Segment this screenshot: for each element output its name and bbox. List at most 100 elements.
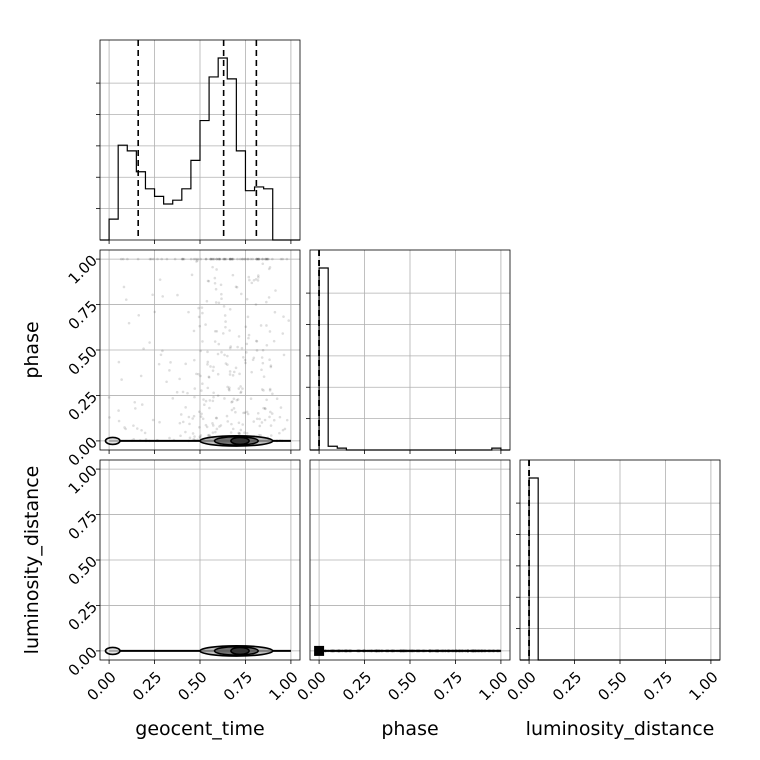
- scatter-point: [193, 358, 196, 362]
- scatter-point: [117, 409, 120, 412]
- scatter-point: [247, 333, 251, 337]
- scatter-point: [179, 413, 183, 416]
- scatter-point: [224, 257, 228, 261]
- x-tick-label: 0.00: [503, 668, 539, 704]
- scatter-point: [117, 360, 121, 364]
- panel-border: [309, 459, 511, 661]
- panel-border: [519, 459, 721, 661]
- scatter-point: [143, 431, 147, 435]
- scatter-point: [231, 257, 234, 261]
- scatter-point: [211, 424, 215, 427]
- scatter-point: [207, 279, 211, 283]
- scatter-point: [252, 356, 256, 360]
- y-tick-label: 0.25: [65, 598, 101, 634]
- scatter-point: [228, 346, 232, 350]
- scatter-point: [264, 407, 267, 411]
- scatter-point: [254, 303, 258, 306]
- scatter-point: [243, 257, 246, 261]
- scatter-point: [271, 392, 274, 396]
- scatter-point: [256, 279, 260, 282]
- x-tick-label: 0.00: [293, 668, 329, 704]
- scatter-point: [287, 319, 291, 322]
- scatter-point: [212, 395, 215, 399]
- scatter-point: [249, 257, 253, 261]
- scatter-point: [218, 257, 222, 261]
- scatter-point: [199, 257, 202, 261]
- scatter-point: [225, 414, 229, 418]
- scatter-point: [252, 278, 256, 282]
- scatter-point: [227, 387, 231, 391]
- scatter-point: [182, 257, 186, 261]
- scatter-point: [201, 311, 204, 315]
- scatter-point: [133, 400, 137, 404]
- scatter-point: [265, 257, 268, 261]
- scatter-point: [230, 257, 234, 261]
- scatter-point: [230, 257, 234, 261]
- scatter-point: [262, 406, 265, 410]
- scatter-point: [214, 301, 218, 304]
- scatter-point: [198, 436, 202, 440]
- scatter-point: [251, 358, 255, 362]
- scatter-point: [201, 382, 204, 385]
- scatter-point: [228, 373, 232, 376]
- scatter-point: [265, 257, 269, 261]
- scatter-point: [214, 287, 218, 291]
- scatter-point: [214, 416, 218, 420]
- scatter-point: [215, 330, 219, 333]
- scatter-point: [223, 314, 227, 317]
- y-axis-label-phase: phase: [21, 321, 43, 378]
- y-tick-label: 0.50: [65, 342, 101, 378]
- scatter-point: [209, 365, 212, 368]
- scatter-point: [246, 412, 250, 416]
- scatter-point: [278, 415, 282, 419]
- scatter-panel-geocent_time-luminosity_distance: 0.000.250.500.751.000.00 0.25 0.50 0.75 1.00: [65, 459, 302, 704]
- scatter-point: [195, 260, 198, 263]
- scatter-point: [279, 257, 283, 261]
- scatter-point: [278, 431, 281, 435]
- scatter-point: [218, 425, 221, 428]
- scatter-point: [269, 364, 273, 368]
- scatter-point: [236, 257, 239, 261]
- y-tick-label: 0.25: [65, 388, 101, 424]
- scatter-point: [220, 297, 223, 301]
- histogram-panel-geocent_time: [96, 39, 301, 244]
- scatter-point: [193, 387, 197, 390]
- scatter-point: [248, 278, 251, 282]
- scatter-point: [222, 257, 226, 261]
- scatter-point: [201, 417, 205, 421]
- scatter-point: [268, 266, 272, 269]
- scatter-point: [272, 418, 276, 422]
- panel-border: [309, 249, 511, 451]
- scatter-point: [198, 426, 201, 429]
- scatter-point: [281, 257, 284, 261]
- scatter-point: [260, 388, 264, 391]
- scatter-point: [192, 414, 196, 418]
- scatter-point: [179, 434, 182, 438]
- scatter-point: [142, 347, 145, 350]
- scatter-point: [222, 305, 226, 308]
- scatter-point: [237, 335, 241, 338]
- scatter-point: [192, 257, 196, 261]
- scatter-point: [260, 356, 264, 359]
- scatter-point: [257, 276, 260, 279]
- scatter-point: [268, 387, 272, 391]
- scatter-point: [232, 407, 236, 410]
- scatter-point: [274, 289, 277, 292]
- scatter-point: [268, 330, 272, 333]
- scatter-point: [281, 428, 285, 432]
- panel-border: [99, 39, 301, 241]
- scatter-point: [228, 257, 232, 261]
- scatter-point: [126, 257, 129, 261]
- scatter-point: [200, 389, 203, 392]
- scatter-point: [168, 369, 171, 372]
- scatter-point: [239, 385, 242, 388]
- scatter-point: [270, 412, 274, 415]
- scatter-point: [237, 387, 241, 390]
- y-tick-label: 1.00: [65, 462, 101, 498]
- scatter-point: [279, 406, 283, 409]
- scatter-point: [176, 293, 179, 297]
- scatter-point: [275, 397, 279, 401]
- scatter-point: [211, 257, 215, 261]
- scatter-point: [228, 388, 231, 392]
- scatter-point: [204, 399, 208, 403]
